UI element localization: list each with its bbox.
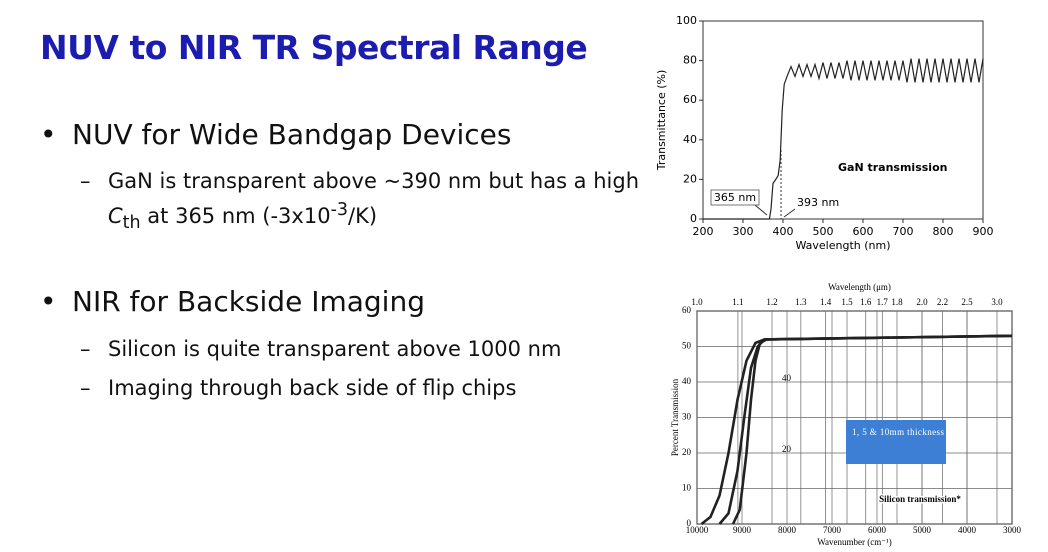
y-tick-label: 100 bbox=[676, 14, 697, 27]
x-tick-label: 700 bbox=[893, 225, 914, 238]
annotation: Silicon transmission* bbox=[879, 494, 961, 504]
text: /K) bbox=[348, 204, 378, 228]
symbol: C bbox=[108, 204, 123, 228]
x-tick-label: 5000 bbox=[913, 525, 932, 535]
x-tick-label: 300 bbox=[733, 225, 754, 238]
annotation: 40 bbox=[782, 373, 792, 383]
series-line bbox=[731, 334, 1013, 525]
x2-tick-label: 2.2 bbox=[937, 297, 948, 307]
y-tick-label: 40 bbox=[683, 133, 697, 146]
x-tick-label: 900 bbox=[973, 225, 994, 238]
x2-tick-label: 1.2 bbox=[766, 297, 777, 307]
sub-bullet: Imaging through back side of flip chips bbox=[80, 374, 648, 403]
x2-tick-label: 3.0 bbox=[991, 297, 1003, 307]
y-tick-label: 0 bbox=[687, 518, 692, 528]
annotation: 365 nm bbox=[714, 191, 756, 204]
text: Silicon is quite transparent above 1000 … bbox=[108, 337, 562, 361]
bullet-text: NIR for Backside Imaging bbox=[72, 285, 425, 318]
annotation: 20 bbox=[782, 444, 792, 454]
plot-frame bbox=[702, 20, 984, 220]
gan-chart: 0 20 40 60 80 100 200 300 400 500 600 700 800 900 Wave… bbox=[655, 14, 994, 252]
x2-tick-label: 1.1 bbox=[732, 297, 743, 307]
x-tick-label: 10000 bbox=[686, 525, 709, 535]
x2-tick-label: 1.7 bbox=[877, 297, 889, 307]
bullet: NUV for Wide Bandgap Devices bbox=[40, 118, 511, 151]
sub-bullet: GaN is transparent above ~390 nm but has… bbox=[80, 167, 648, 238]
annotation: 1, 5 & 10mm thickness bbox=[852, 427, 944, 437]
x2-tick-label: 1.5 bbox=[841, 297, 853, 307]
y-axis-label: Transmittance (%) bbox=[655, 70, 668, 172]
text: Imaging through back side of flip chips bbox=[108, 376, 517, 400]
x2-tick-label: 1.4 bbox=[820, 297, 832, 307]
x-axis-label: Wavelength (nm) bbox=[795, 239, 890, 252]
x-tick-label: 600 bbox=[853, 225, 874, 238]
x-tick-label: 200 bbox=[693, 225, 714, 238]
slide-title: NUV to NIR TR Spectral Range bbox=[40, 28, 588, 67]
x2-tick-label: 2.5 bbox=[961, 297, 973, 307]
x-tick-label: 6000 bbox=[868, 525, 887, 535]
x-tick-label: 9000 bbox=[733, 525, 752, 535]
y-tick-label: 40 bbox=[682, 376, 692, 386]
x2-tick-label: 1.6 bbox=[860, 297, 872, 307]
x2-tick-label: 1.8 bbox=[891, 297, 903, 307]
y-tick-label: 60 bbox=[682, 305, 692, 315]
y-tick-label: 0 bbox=[690, 212, 697, 225]
y-axis-label: Percent Transmission bbox=[670, 378, 680, 456]
series-line bbox=[700, 334, 1013, 526]
x-axis-label: Wavenumber (cm⁻¹) bbox=[817, 537, 891, 547]
callout-box bbox=[846, 420, 946, 464]
y-tick-label: 20 bbox=[683, 172, 697, 185]
x-tick-label: 8000 bbox=[778, 525, 797, 535]
bullet-text: NUV for Wide Bandgap Devices bbox=[72, 118, 512, 151]
arrow bbox=[783, 208, 796, 218]
x-tick-label: 500 bbox=[813, 225, 834, 238]
y-tick-label: 30 bbox=[682, 412, 692, 422]
text: at 365 nm (-3x10 bbox=[140, 204, 331, 228]
x2-tick-label: 1.3 bbox=[795, 297, 807, 307]
x-tick-label: 800 bbox=[933, 225, 954, 238]
annotation: GaN transmission bbox=[838, 161, 947, 174]
x2-tick-label: 1.0 bbox=[691, 297, 703, 307]
subscript: th bbox=[122, 213, 141, 234]
x2-axis-label: Wavelength (μm) bbox=[828, 282, 891, 292]
callout-box bbox=[710, 189, 760, 206]
x-tick-label: 400 bbox=[773, 225, 794, 238]
y-tick-label: 10 bbox=[682, 483, 692, 493]
annotation: 393 nm bbox=[797, 196, 839, 209]
x-tick-label: 7000 bbox=[823, 525, 842, 535]
superscript: -3 bbox=[330, 200, 349, 220]
x2-tick-label: 2.0 bbox=[916, 297, 928, 307]
y-tick-label: 20 bbox=[682, 447, 692, 457]
bullet: NIR for Backside Imaging bbox=[40, 285, 425, 318]
sub-bullet: Silicon is quite transparent above 1000 … bbox=[80, 335, 648, 364]
silicon-chart: 0 10 20 30 40 50 60 10000 9000 8000 7000 6000 5000 40… bbox=[670, 282, 1021, 547]
series-line bbox=[703, 58, 984, 220]
y-tick-label: 80 bbox=[683, 54, 697, 67]
x-tick-label: 4000 bbox=[958, 525, 977, 535]
y-tick-label: 50 bbox=[682, 341, 692, 351]
arrow bbox=[754, 204, 768, 216]
x-tick-label: 3000 bbox=[1003, 525, 1022, 535]
y-tick-label: 60 bbox=[683, 93, 697, 106]
text: GaN is transparent above ~390 nm but has… bbox=[108, 169, 640, 193]
